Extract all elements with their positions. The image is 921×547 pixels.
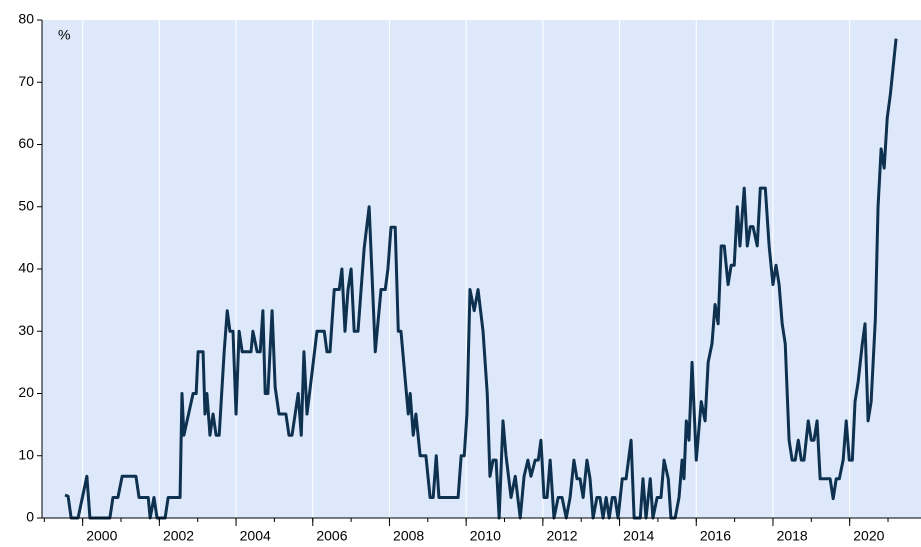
y-tick-label: 10 bbox=[18, 446, 34, 462]
y-tick-label: 70 bbox=[18, 73, 34, 89]
x-tick-label: 2000 bbox=[86, 528, 117, 544]
y-tick-label: 50 bbox=[18, 197, 34, 213]
y-tick-label: 80 bbox=[18, 11, 34, 27]
x-tick-label: 2020 bbox=[853, 528, 884, 544]
x-tick-label: 2018 bbox=[777, 528, 808, 544]
x-tick-label: 2012 bbox=[546, 528, 577, 544]
x-tick-label: 2006 bbox=[316, 528, 347, 544]
y-tick-label: 60 bbox=[18, 135, 34, 151]
data-line bbox=[64, 38, 898, 520]
x-tick-label: 2008 bbox=[393, 528, 424, 544]
y-tick-label: 20 bbox=[18, 384, 34, 400]
y-tick-label: 40 bbox=[18, 260, 34, 276]
x-tick-label: 2016 bbox=[700, 528, 731, 544]
x-tick-label: 2002 bbox=[163, 528, 194, 544]
x-tick-label: 2010 bbox=[470, 528, 501, 544]
unit-annotation: % bbox=[58, 27, 70, 43]
y-tick-label: 30 bbox=[18, 322, 34, 338]
y-tick-label: 0 bbox=[26, 509, 34, 525]
x-tick-label: 2014 bbox=[623, 528, 654, 544]
x-tick-label: 2004 bbox=[240, 528, 271, 544]
